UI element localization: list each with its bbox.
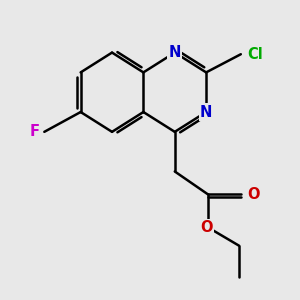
- Text: N: N: [169, 45, 181, 60]
- Text: O: O: [248, 187, 260, 202]
- Text: Cl: Cl: [248, 47, 263, 62]
- Text: F: F: [29, 124, 39, 139]
- Text: N: N: [200, 104, 212, 119]
- Text: O: O: [200, 220, 212, 235]
